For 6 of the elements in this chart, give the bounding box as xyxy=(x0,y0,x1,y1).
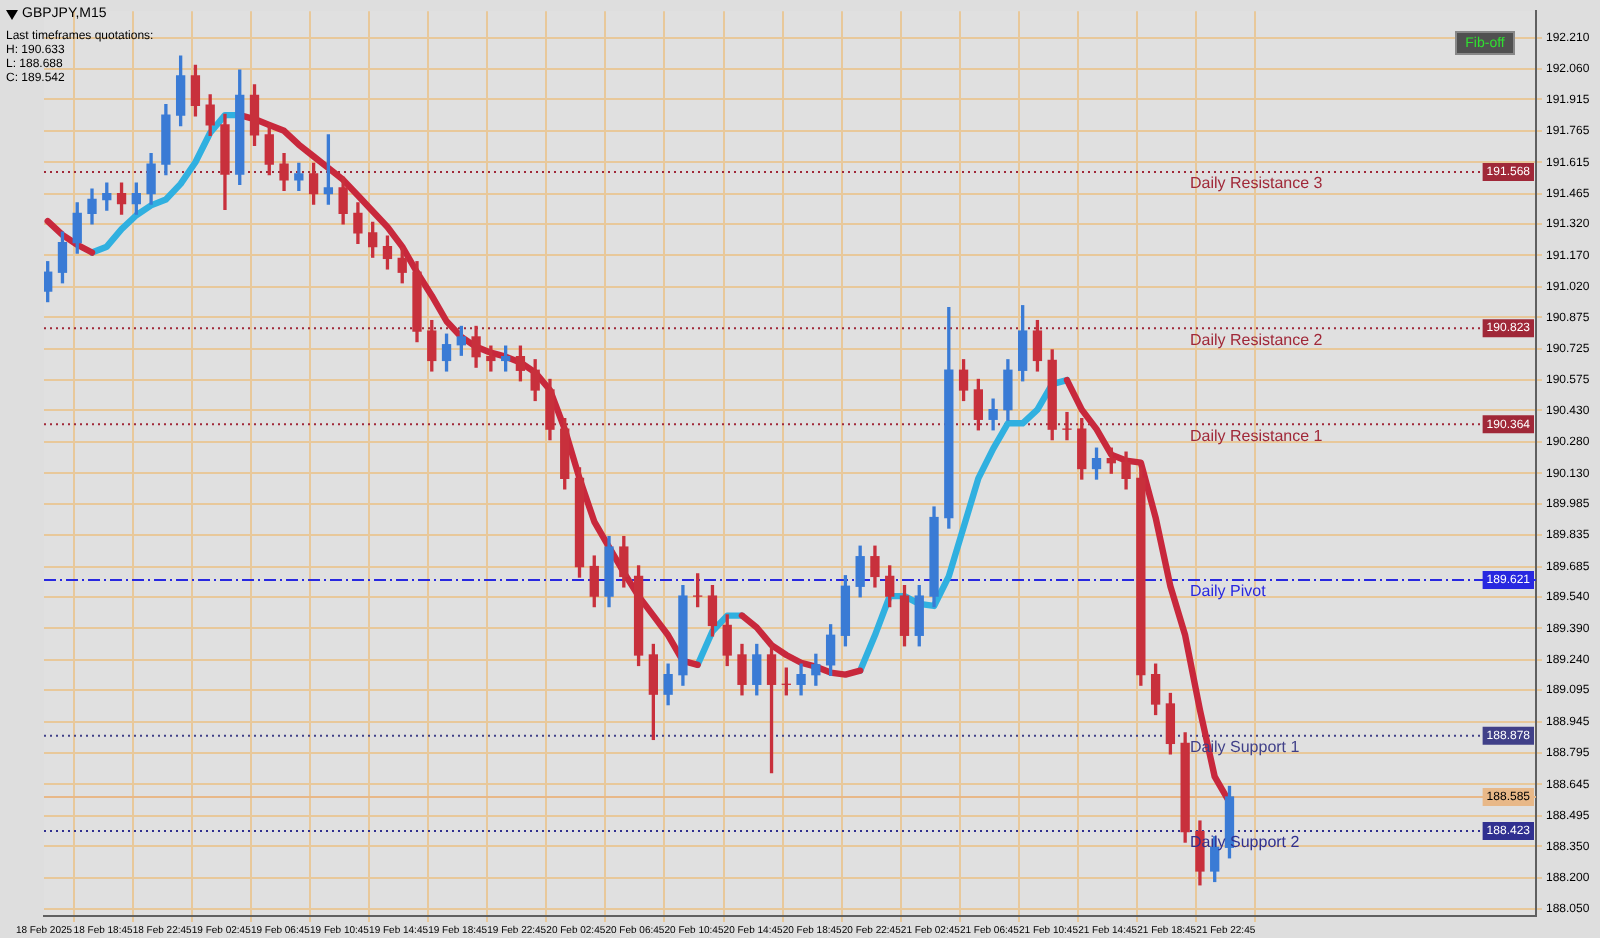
candlestick xyxy=(1062,411,1072,441)
ref-line-label: Daily Pivot xyxy=(1190,582,1268,601)
ref-line-label: Daily Resistance 3 xyxy=(1190,174,1324,193)
ref-line-label: Daily Resistance 2 xyxy=(1190,330,1324,349)
ref-line-label: Daily Resistance 1 xyxy=(1190,426,1324,445)
candlestick xyxy=(486,345,496,372)
